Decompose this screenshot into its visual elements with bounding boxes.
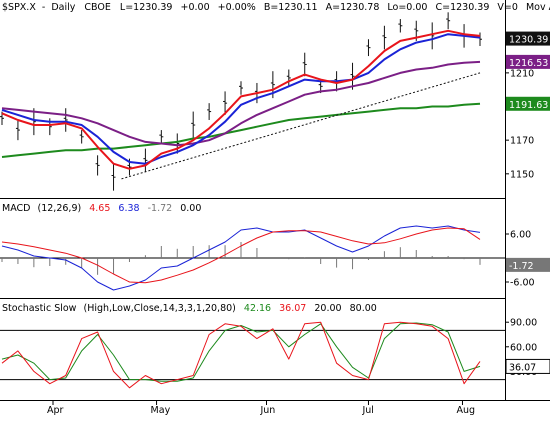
symbol-label: $SPX.X — [2, 2, 36, 13]
macd-last-tag: -1.72 — [509, 261, 534, 272]
stochastic-y-tick: 90.00 — [510, 318, 537, 329]
price-y-tick: 1170 — [510, 136, 534, 147]
macd-zero-value: 0.00 — [180, 203, 201, 214]
stochastic-y-tick: 60.00 — [510, 342, 537, 353]
x-tick-label: May — [151, 405, 171, 416]
bid-value: B=1230.11 — [264, 2, 318, 13]
macd-line-value: 6.38 — [118, 203, 139, 214]
macd-histogram-value: -1.72 — [148, 203, 173, 214]
separator: - — [42, 2, 45, 13]
exchange-label: CBOE — [84, 2, 110, 13]
price-last-tag-bg — [506, 54, 550, 69]
price-last-tag: 1216.53 — [509, 58, 548, 69]
macd-last-tag-bg — [506, 257, 550, 272]
price-last-tag: 1230.39 — [509, 35, 548, 46]
macd-title: MACD — [2, 203, 30, 214]
macd-legend: MACD (12,26,9) 4.65 6.38 -1.72 0.00 — [2, 203, 201, 214]
macd-y-tick: 6.00 — [510, 230, 531, 241]
price-y-tick: 1210 — [510, 68, 534, 79]
stochastic-d-value: 36.07 — [279, 303, 306, 314]
header-legend: $SPX.X - Daily CBOE L=1230.39 +0.00 +0.0… — [2, 2, 550, 13]
ma-slow-line — [1, 60, 481, 147]
macd-plot — [0, 225, 505, 291]
stochastic-k-value: 42.16 — [244, 303, 271, 314]
stochastic-last-tag-bg — [505, 358, 550, 374]
x-axis: Apr May Jun Jul Aug — [47, 400, 475, 416]
ma-long-line — [1, 102, 481, 158]
change-percent: +0.00% — [218, 2, 256, 13]
stochastic-title: Stochastic Slow — [2, 303, 77, 314]
stochastic-low-ref: 20.00 — [314, 303, 341, 314]
studies-label: Mov A... — [526, 2, 550, 13]
price-last-tag: 1191.63 — [509, 100, 548, 111]
stochastic-k-line — [1, 321, 481, 389]
macd-y-tick: -6.00 — [510, 278, 535, 289]
x-tick-label: Jul — [361, 405, 373, 416]
stochastic-high-ref: 80.00 — [350, 303, 377, 314]
macd-line — [1, 225, 481, 291]
ask-value: A=1230.78 — [326, 2, 380, 13]
stochastic-params: (High,Low,Close,14,3,3,1,20,80) — [83, 303, 235, 314]
close-value: C=1230.39 — [436, 2, 490, 13]
price-last-tag-bg — [506, 31, 550, 46]
last-price: L=1230.39 — [120, 2, 173, 13]
stochastic-plot — [0, 321, 505, 389]
price-last-tag-bg — [506, 96, 550, 111]
low-value: Lo=0.00 — [387, 2, 427, 13]
macd-panel — [0, 198, 505, 298]
price-plot — [0, 12, 482, 191]
period-label: Daily — [51, 2, 75, 13]
price-y-tick: 1150 — [510, 169, 534, 180]
stochastic-d-line — [1, 322, 481, 382]
change-value: +0.00 — [181, 2, 210, 13]
ma-mid-line — [1, 33, 481, 165]
stochastic-last-tag: 36.07 — [509, 362, 536, 373]
macd-signal-line — [1, 227, 481, 284]
x-tick-label: Apr — [47, 405, 64, 416]
volume-value: V=0 — [497, 2, 518, 13]
macd-params: (12,26,9) — [38, 203, 82, 214]
stochastic-legend: Stochastic Slow (High,Low,Close,14,3,3,1… — [2, 303, 377, 314]
ma-fast-line — [1, 29, 481, 170]
x-tick-label: Jun — [259, 405, 275, 416]
macd-signal-value: 4.65 — [89, 203, 110, 214]
y-axis: 11501170119012101230.391216.531191.636.0… — [505, 31, 550, 378]
x-tick-label: Aug — [456, 405, 475, 416]
